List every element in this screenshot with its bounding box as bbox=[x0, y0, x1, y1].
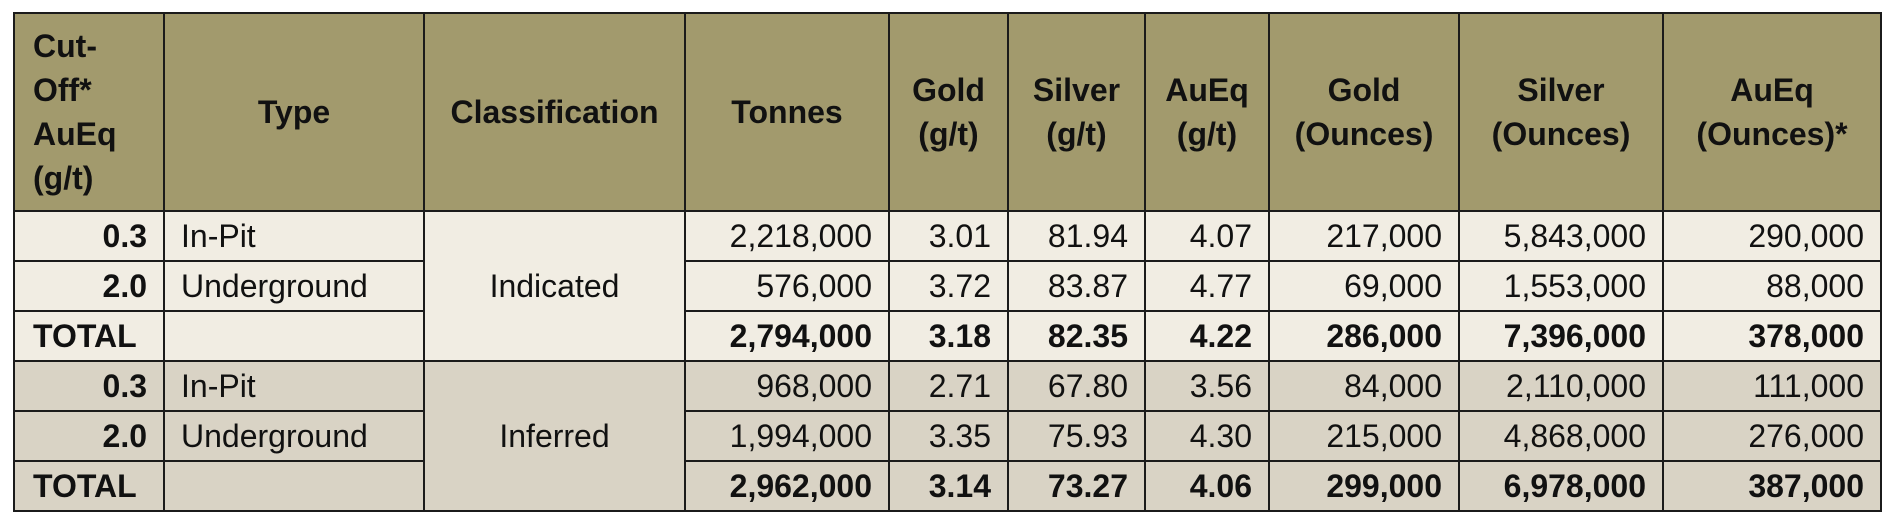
table-row: 2.0 Underground 576,000 3.72 83.87 4.77 … bbox=[13, 260, 1882, 312]
table-row: 0.3 In-Pit Inferred 968,000 2.71 67.80 3… bbox=[13, 360, 1882, 512]
gold-grade-cell: 3.14 bbox=[888, 460, 1009, 512]
aueq-grade-cell: 3.56 bbox=[1144, 360, 1270, 412]
tonnes-cell: 1,994,000 bbox=[684, 410, 890, 462]
aueq-grade-cell: 4.77 bbox=[1144, 260, 1270, 312]
type-cell: In-Pit bbox=[163, 210, 425, 262]
header-gold-ounces: Gold (Ounces) bbox=[1268, 12, 1460, 212]
total-label-cell: TOTAL bbox=[13, 310, 165, 362]
cutoff-cell: 2.0 bbox=[13, 410, 165, 462]
silver-ounces-cell: 5,843,000 bbox=[1458, 210, 1664, 262]
total-row: TOTAL 2,794,000 3.18 82.35 4.22 286,000 … bbox=[13, 310, 1882, 362]
silver-grade-cell: 82.35 bbox=[1007, 310, 1146, 362]
header-type: Type bbox=[163, 12, 425, 212]
tonnes-cell: 2,218,000 bbox=[684, 210, 890, 262]
aueq-grade-cell: 4.06 bbox=[1144, 460, 1270, 512]
gold-grade-cell: 3.35 bbox=[888, 410, 1009, 462]
gold-grade-cell: 3.01 bbox=[888, 210, 1009, 262]
aueq-ounces-cell: 290,000 bbox=[1662, 210, 1882, 262]
gold-ounces-cell: 217,000 bbox=[1268, 210, 1460, 262]
type-cell: Underground bbox=[163, 260, 425, 312]
cutoff-cell: 0.3 bbox=[13, 210, 165, 262]
type-cell bbox=[163, 460, 425, 512]
header-aueq-grade: AuEq (g/t) bbox=[1144, 12, 1270, 212]
gold-ounces-cell: 69,000 bbox=[1268, 260, 1460, 312]
silver-ounces-cell: 7,396,000 bbox=[1458, 310, 1664, 362]
gold-ounces-cell: 286,000 bbox=[1268, 310, 1460, 362]
silver-ounces-cell: 4,868,000 bbox=[1458, 410, 1664, 462]
gold-ounces-cell: 299,000 bbox=[1268, 460, 1460, 512]
silver-ounces-cell: 2,110,000 bbox=[1458, 360, 1664, 412]
silver-ounces-cell: 1,553,000 bbox=[1458, 260, 1664, 312]
header-cutoff: Cut-Off* AuEq (g/t) bbox=[13, 12, 165, 212]
gold-grade-cell: 3.18 bbox=[888, 310, 1009, 362]
tonnes-cell: 2,794,000 bbox=[684, 310, 890, 362]
silver-grade-cell: 75.93 bbox=[1007, 410, 1146, 462]
aueq-ounces-cell: 276,000 bbox=[1662, 410, 1882, 462]
aueq-grade-cell: 4.07 bbox=[1144, 210, 1270, 262]
silver-grade-cell: 67.80 bbox=[1007, 360, 1146, 412]
aueq-ounces-cell: 88,000 bbox=[1662, 260, 1882, 312]
tonnes-cell: 576,000 bbox=[684, 260, 890, 312]
aueq-grade-cell: 4.30 bbox=[1144, 410, 1270, 462]
header-silver-grade: Silver (g/t) bbox=[1007, 12, 1146, 212]
gold-grade-cell: 2.71 bbox=[888, 360, 1009, 412]
type-cell: In-Pit bbox=[163, 360, 425, 412]
cutoff-cell: 2.0 bbox=[13, 260, 165, 312]
table-row: 2.0 Underground 1,994,000 3.35 75.93 4.3… bbox=[13, 410, 1882, 462]
mineral-resource-table: Cut-Off* AuEq (g/t) Type Classification … bbox=[13, 12, 1882, 512]
resource-table-container: Cut-Off* AuEq (g/t) Type Classification … bbox=[13, 12, 1882, 512]
aueq-ounces-cell: 111,000 bbox=[1662, 360, 1882, 412]
tonnes-cell: 2,962,000 bbox=[684, 460, 890, 512]
silver-grade-cell: 81.94 bbox=[1007, 210, 1146, 262]
aueq-grade-cell: 4.22 bbox=[1144, 310, 1270, 362]
total-row: TOTAL 2,962,000 3.14 73.27 4.06 299,000 … bbox=[13, 460, 1882, 512]
type-cell bbox=[163, 310, 425, 362]
classification-cell-inferred: Inferred bbox=[423, 360, 686, 512]
aueq-ounces-cell: 387,000 bbox=[1662, 460, 1882, 512]
header-tonnes: Tonnes bbox=[684, 12, 890, 212]
silver-grade-cell: 73.27 bbox=[1007, 460, 1146, 512]
header-silver-ounces: Silver (Ounces) bbox=[1458, 12, 1664, 212]
classification-cell-indicated: Indicated bbox=[423, 210, 686, 362]
total-label-cell: TOTAL bbox=[13, 460, 165, 512]
header-row: Cut-Off* AuEq (g/t) Type Classification … bbox=[13, 12, 1882, 212]
gold-grade-cell: 3.72 bbox=[888, 260, 1009, 312]
gold-ounces-cell: 215,000 bbox=[1268, 410, 1460, 462]
silver-ounces-cell: 6,978,000 bbox=[1458, 460, 1664, 512]
cutoff-cell: 0.3 bbox=[13, 360, 165, 412]
silver-grade-cell: 83.87 bbox=[1007, 260, 1146, 312]
aueq-ounces-cell: 378,000 bbox=[1662, 310, 1882, 362]
header-classification: Classification bbox=[423, 12, 686, 212]
table-row: 0.3 In-Pit Indicated 2,218,000 3.01 81.9… bbox=[13, 210, 1882, 362]
header-aueq-ounces: AuEq (Ounces)* bbox=[1662, 12, 1882, 212]
gold-ounces-cell: 84,000 bbox=[1268, 360, 1460, 412]
type-cell: Underground bbox=[163, 410, 425, 462]
header-gold-grade: Gold (g/t) bbox=[888, 12, 1009, 212]
tonnes-cell: 968,000 bbox=[684, 360, 890, 412]
